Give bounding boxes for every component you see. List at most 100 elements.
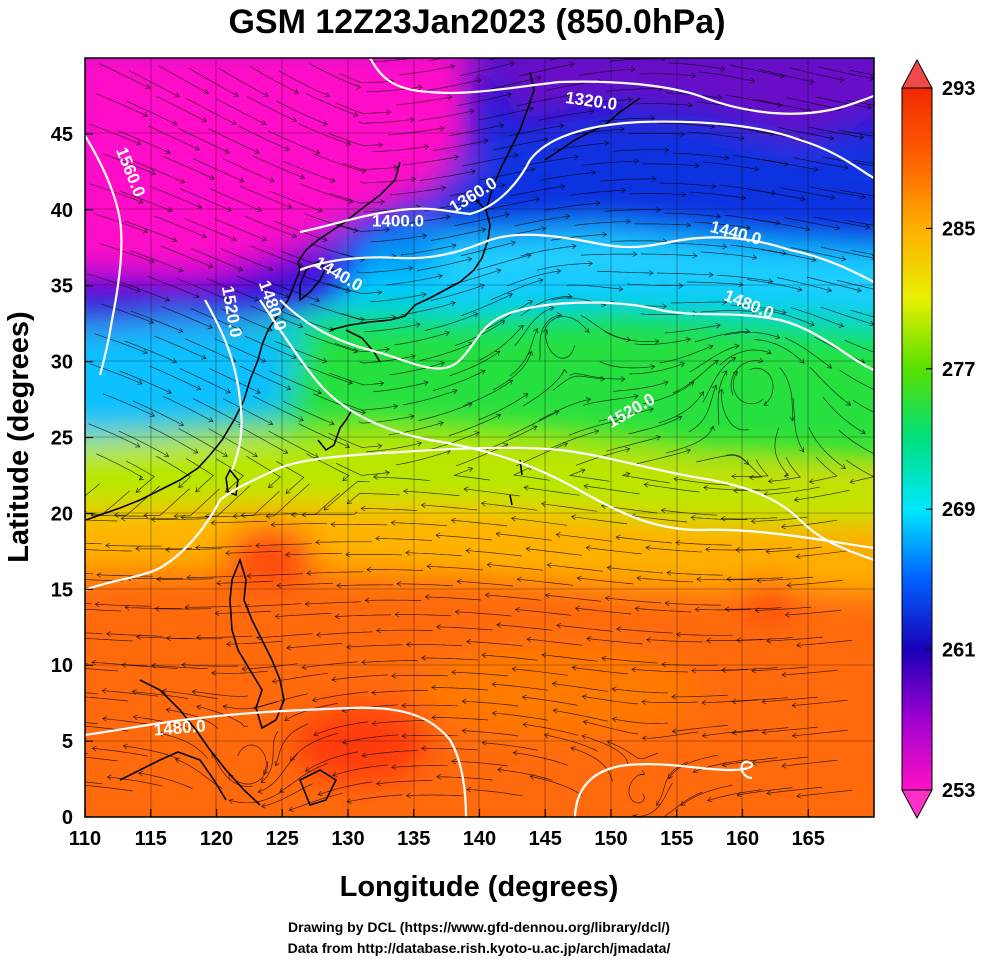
x-tick-label: 115 bbox=[135, 828, 167, 850]
streamline-arrowhead bbox=[560, 183, 566, 190]
streamline-arrowhead bbox=[207, 323, 214, 329]
streamline-arrowhead bbox=[856, 287, 862, 293]
streamline bbox=[124, 220, 177, 242]
streamline-arrowhead bbox=[809, 321, 815, 327]
streamline bbox=[721, 667, 778, 671]
streamline bbox=[245, 603, 302, 607]
streamline-arrowhead bbox=[516, 576, 522, 583]
colorbar-max-arrow bbox=[901, 58, 933, 89]
streamline-arrowhead bbox=[631, 666, 637, 673]
streamline bbox=[286, 642, 343, 649]
streamline bbox=[250, 245, 304, 267]
streamline-arrowhead bbox=[761, 729, 767, 735]
y-tick-label: 35 bbox=[51, 276, 73, 298]
streamline-arrowhead bbox=[748, 474, 754, 481]
streamline-arrowhead bbox=[195, 634, 201, 641]
streamline bbox=[114, 485, 160, 516]
streamline-arrowhead bbox=[237, 265, 244, 272]
streamline bbox=[822, 396, 866, 434]
streamline-arrowhead bbox=[481, 652, 487, 659]
streamline-arrowhead bbox=[506, 92, 512, 98]
streamline-arrowhead bbox=[497, 767, 503, 773]
streamline-arrowhead bbox=[542, 329, 548, 335]
streamline bbox=[481, 502, 538, 511]
streamline bbox=[688, 385, 717, 433]
streamline bbox=[94, 333, 148, 354]
streamline bbox=[571, 516, 628, 525]
streamline-arrowhead bbox=[142, 349, 148, 355]
streamline-arrowhead bbox=[793, 496, 799, 503]
streamline bbox=[269, 190, 323, 212]
streamline bbox=[785, 609, 842, 616]
streamline-arrowhead bbox=[604, 595, 610, 602]
streamline bbox=[634, 223, 691, 226]
streamline bbox=[606, 88, 663, 92]
streamline-arrowhead bbox=[808, 478, 815, 485]
streamline-arrowhead bbox=[224, 148, 230, 154]
streamline bbox=[820, 306, 874, 325]
colorbar-tick-label: 253 bbox=[942, 780, 975, 802]
streamline-arrowhead bbox=[491, 681, 497, 688]
streamline bbox=[636, 449, 691, 465]
streamline bbox=[206, 278, 259, 301]
streamline bbox=[159, 65, 209, 94]
streamline-arrowhead bbox=[654, 338, 660, 345]
streamline-arrowhead bbox=[254, 148, 260, 154]
streamline-arrowhead bbox=[546, 562, 552, 569]
streamline-arrowhead bbox=[720, 65, 726, 72]
streamline bbox=[166, 709, 219, 729]
streamline-arrowhead bbox=[151, 662, 157, 669]
streamline-arrowhead bbox=[606, 565, 612, 571]
x-tick-label: 110 bbox=[69, 828, 101, 850]
streamline-arrowhead bbox=[161, 688, 167, 694]
streamline-arrowhead bbox=[451, 758, 457, 765]
streamline bbox=[819, 66, 874, 79]
streamline bbox=[186, 98, 237, 125]
streamline-arrowhead bbox=[789, 416, 796, 422]
streamline bbox=[146, 275, 200, 298]
streamline bbox=[634, 338, 691, 345]
streamline-arrowhead bbox=[32, 657, 36, 662]
streamline-arrowhead bbox=[391, 673, 397, 679]
streamline-arrowhead bbox=[106, 774, 112, 781]
streamline-arrowhead bbox=[518, 324, 524, 330]
streamline bbox=[176, 278, 229, 301]
streamline-arrowhead bbox=[191, 689, 197, 695]
streamline-arrowhead bbox=[514, 606, 520, 613]
streamline bbox=[484, 198, 540, 211]
streamline bbox=[289, 792, 343, 811]
streamline bbox=[166, 637, 223, 640]
streamline-arrowhead bbox=[142, 112, 149, 118]
streamline-arrowhead bbox=[731, 473, 737, 480]
streamline bbox=[809, 456, 838, 483]
streamline-arrowhead bbox=[796, 793, 802, 799]
streamline bbox=[749, 367, 774, 406]
streamline bbox=[266, 483, 310, 517]
streamline-arrowhead bbox=[556, 268, 562, 275]
streamline bbox=[372, 720, 429, 725]
streamline-arrowhead bbox=[466, 638, 472, 645]
streamline-arrowhead bbox=[715, 213, 721, 220]
streamline bbox=[460, 241, 516, 257]
streamline bbox=[214, 218, 267, 241]
streamline bbox=[695, 608, 752, 611]
streamline bbox=[102, 393, 155, 417]
streamline bbox=[332, 764, 388, 776]
streamline-arrowhead bbox=[148, 318, 155, 325]
streamline bbox=[688, 131, 745, 140]
streamline bbox=[641, 701, 698, 703]
x-tick-label: 130 bbox=[331, 828, 364, 850]
streamline bbox=[418, 403, 473, 421]
streamline-arrowhead bbox=[694, 162, 700, 169]
streamline-arrowhead bbox=[231, 120, 237, 126]
streamline-arrowhead bbox=[634, 605, 640, 612]
streamline bbox=[717, 370, 728, 426]
streamline bbox=[448, 414, 501, 437]
streamline bbox=[299, 183, 353, 203]
streamline bbox=[755, 606, 812, 611]
streamline-arrowhead bbox=[392, 403, 399, 410]
streamline bbox=[190, 248, 243, 271]
streamline bbox=[162, 395, 214, 422]
streamline bbox=[165, 548, 222, 551]
streamline-arrowhead bbox=[452, 388, 458, 395]
